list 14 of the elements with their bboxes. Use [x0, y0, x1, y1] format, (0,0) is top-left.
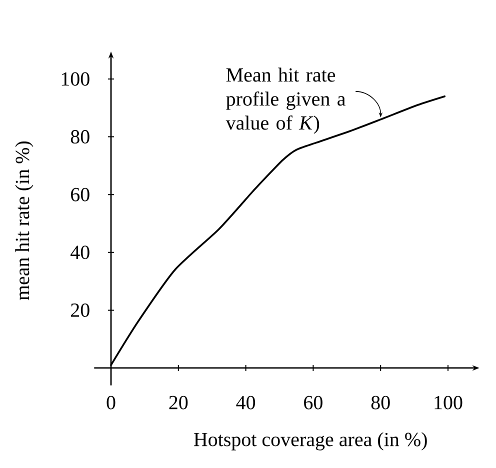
- y-tick-label: 20: [71, 303, 90, 317]
- y-tick-label: 80: [70, 130, 90, 144]
- annotation: Mean hit rate profile given a value of K): [226, 68, 346, 134]
- x-axis-title: Hotspot coverage area (in %): [194, 432, 427, 450]
- x-tick-label: 40: [236, 396, 256, 410]
- x-tick-label: 20: [169, 396, 188, 410]
- x-tick-label: 80: [371, 396, 390, 410]
- y-tick-label: 40: [70, 246, 90, 260]
- y-tick-label: 60: [71, 188, 90, 202]
- y-tick-label: 100: [62, 72, 90, 86]
- x-tick-label: 60: [304, 396, 322, 410]
- x-tick-label: 0: [106, 396, 116, 410]
- y-axis-title: mean hit rate (in %): [15, 142, 34, 300]
- x-tick-label: 100: [434, 396, 462, 410]
